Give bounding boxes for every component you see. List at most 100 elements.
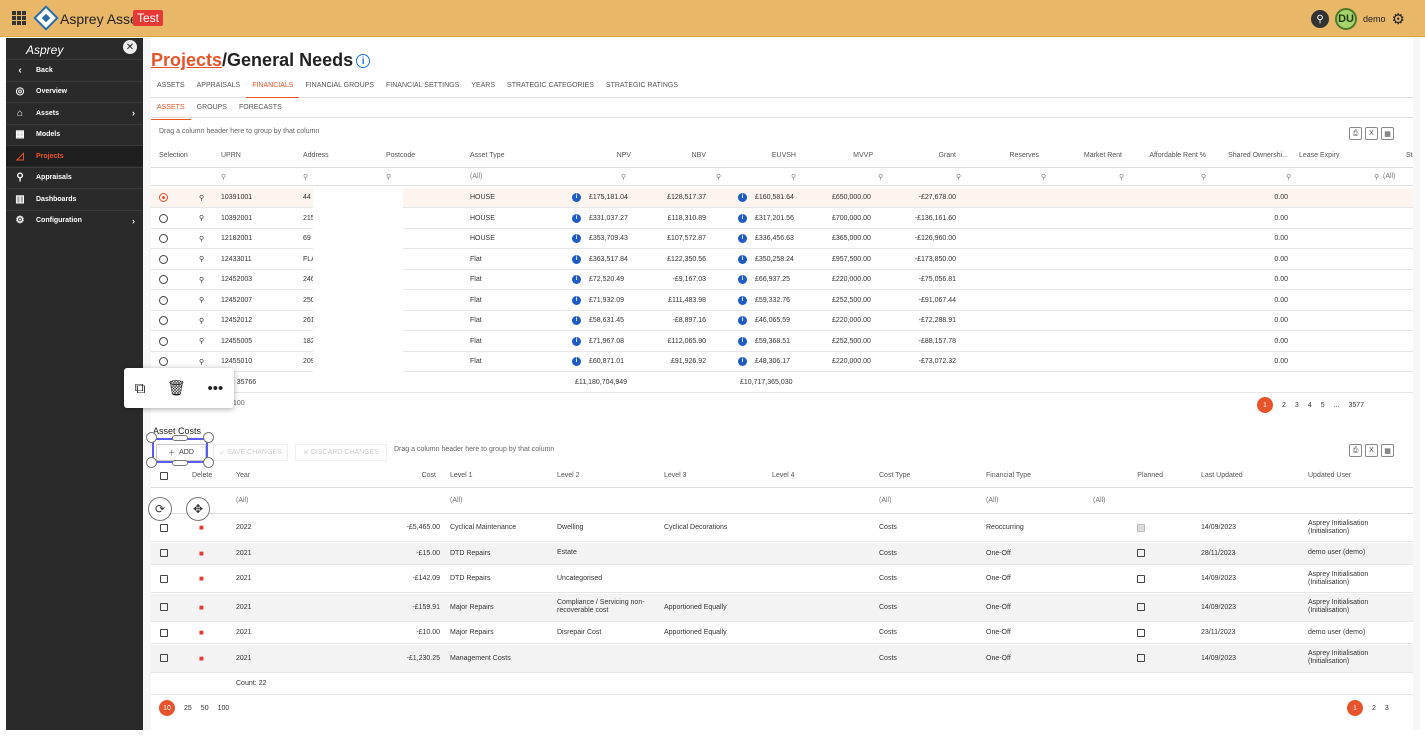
checkbox[interactable] [160,471,168,480]
page-size-10[interactable]: 10 [159,700,175,716]
tab-strategic-categories[interactable]: STRATEGIC CATEGORIES [507,82,594,89]
sidebar-item-configuration[interactable]: ⚙ Configuration › [6,209,143,231]
planned-checkbox[interactable] [1137,594,1145,621]
row-search-icon[interactable]: ⚲ [199,297,205,304]
more-icon[interactable]: ••• [207,379,224,397]
sidebar-item-projects[interactable]: ◿ Projects [6,145,143,166]
page-3577[interactable]: 3577 [1348,401,1365,409]
radio-button[interactable] [159,295,168,305]
row-search-icon[interactable]: ⚲ [199,194,205,202]
close-icon[interactable]: ✕ [123,40,137,54]
info-icon[interactable]: i [572,254,581,264]
rotate-icon[interactable]: ⟳ [148,497,172,521]
tab-strategic-ratings[interactable]: STRATEGIC RATINGS [605,82,678,89]
resize-handle[interactable] [172,460,188,466]
table-row[interactable]: ■ 2021 -£159.91 Major Repairs Compliance / S… [151,593,1413,622]
tab-financials[interactable]: FINANCIALS [246,80,300,98]
column-header-cost-type[interactable]: Cost Type [879,472,911,479]
export-pdf-icon[interactable]: ▦ [1381,127,1394,140]
level1-filter[interactable]: (All) [450,497,463,504]
filter-search-icon[interactable]: ⚲ [878,173,884,181]
info-icon[interactable]: i [738,213,747,223]
row-search-icon[interactable]: ⚲ [199,317,205,325]
table-row[interactable]: ⚲124550051828BJFlati£71,967.08£112,065.9… [151,332,1413,352]
filter-search-icon[interactable]: ⚲ [386,173,392,181]
table-row[interactable]: ⚲1039100144AHOUSEi£175,181.04£128,517.37… [151,188,1413,208]
info-icon[interactable]: i [356,54,371,68]
column-header-affordable-rent-[interactable]: Affordable Rent % [1149,152,1206,159]
page-size-100[interactable]: 100 [217,704,230,712]
column-header-delete[interactable]: Delete [192,472,213,479]
filter-search-icon[interactable]: ⚲ [1119,173,1125,181]
resize-handle[interactable] [203,457,214,468]
duplicate-icon[interactable]: ⧉ [134,379,146,397]
selection-radio[interactable] [159,229,168,248]
filter-search-icon[interactable]: ⚲ [1041,173,1047,181]
trash-icon[interactable]: ■ [199,628,204,637]
asset-type-filter[interactable]: (All) [470,173,483,180]
page-size-25[interactable]: 25 [184,704,192,712]
column-header-market-rent[interactable]: Market Rent [1083,152,1122,159]
search-icon[interactable]: ⚲ [1311,10,1330,28]
row-checkbox[interactable] [160,514,168,541]
page-size-50[interactable]: 50 [200,704,209,712]
export-pdf-icon[interactable]: ▦ [1381,444,1394,457]
filter-search-icon[interactable]: ⚲ [956,173,962,181]
row-search-icon[interactable]: ⚲ [199,358,205,366]
column-header-cost[interactable]: Cost [421,472,436,479]
page-...[interactable]: ... [1333,401,1340,409]
page-5[interactable]: 5 [1320,401,1325,409]
column-header-mvvp[interactable]: MVVP [853,152,873,159]
info-icon[interactable]: i [738,336,747,346]
page-2[interactable]: 2 [1282,401,1286,409]
tab-financial-groups[interactable]: FINANCIAL GROUPS [305,82,375,89]
checkbox[interactable] [1137,654,1145,662]
info-icon[interactable]: i [572,316,581,325]
row-checkbox[interactable] [160,594,168,621]
row-checkbox[interactable] [160,622,168,643]
filter-search-icon[interactable]: ⚲ [716,173,722,181]
column-header-year[interactable]: Year [236,472,251,479]
selection-radio[interactable] [159,250,168,269]
trash-icon[interactable]: ■ [199,653,204,663]
checkbox[interactable] [160,523,168,532]
user-name[interactable]: demo [1363,14,1386,24]
sidebar-item-back[interactable]: ‹ Back [6,59,143,80]
column-header-st[interactable]: St [1406,152,1413,159]
page-1[interactable]: 1 [1257,397,1273,413]
trash-icon[interactable]: ■ [199,574,204,583]
filter-search-icon[interactable]: ⚲ [791,173,797,181]
info-icon[interactable]: i [572,193,581,202]
page-3[interactable]: 3 [1384,704,1389,712]
info-icon[interactable]: i [738,254,747,264]
radio-button[interactable] [159,316,168,325]
lease-expiry-filter[interactable]: (All) [1383,173,1396,180]
table-row[interactable]: ■ 2021 -£15.00 DTD Repairs Estate Costs One-Of… [151,542,1413,565]
sidebar-item-models[interactable]: ▦ Models [6,123,143,145]
column-header-postcode[interactable]: Postcode [386,152,416,159]
column-header-financial-type[interactable]: Financial Type [986,472,1032,479]
page-2[interactable]: 2 [1372,704,1376,712]
sidebar-item-assets[interactable]: ⌂ Assets › [6,102,143,123]
planned-checkbox[interactable] [1137,514,1145,541]
column-header-planned[interactable]: Planned [1137,472,1163,479]
print-icon[interactable]: ⎙ [1349,444,1362,457]
table-row[interactable]: ■ 2021 -£10.00 Major Repairs Disrepair Cost A… [151,622,1413,644]
breadcrumb-projects-link[interactable]: Projects [151,50,223,70]
resize-handle[interactable] [146,432,157,443]
resize-handle[interactable] [172,435,188,441]
info-icon[interactable]: i [738,357,747,366]
filter-search-icon[interactable]: ⚲ [1201,173,1207,181]
resize-handle[interactable] [146,457,157,468]
row-search-icon[interactable]: ⚲ [199,338,205,345]
planned-checkbox[interactable] [1137,645,1145,672]
page-4[interactable]: 4 [1307,401,1312,409]
column-header-level-3[interactable]: Level 3 [664,472,687,479]
trash-icon[interactable]: ■ [199,523,204,532]
column-header-euvsh[interactable]: EUVSH [771,152,796,159]
table-row[interactable]: ■ 2022 -£5,465.00 Cyclical Maintenance Dwell… [151,514,1413,542]
info-icon[interactable]: i [738,234,747,243]
year-filter[interactable]: (All) [236,497,249,504]
row-checkbox[interactable] [160,645,168,672]
selection-radio[interactable] [159,352,168,371]
